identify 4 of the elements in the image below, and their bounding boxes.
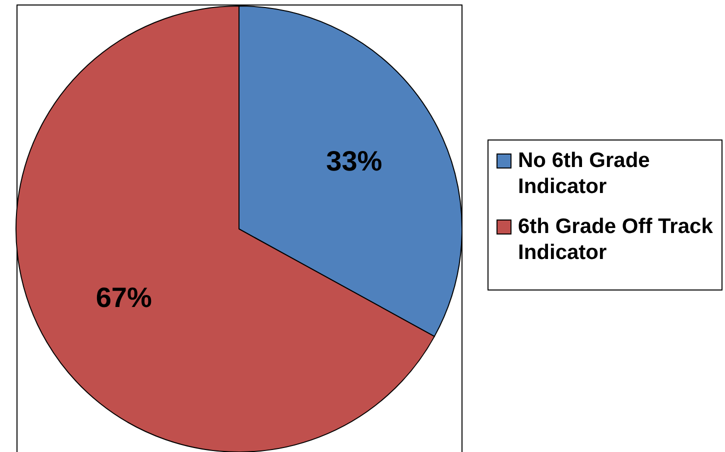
data-label: 67%: [96, 282, 152, 313]
legend-label: No 6th Grade Indicator: [518, 149, 650, 198]
legend-label: 6th Grade Off Track Indicator: [518, 215, 714, 264]
data-label: 33%: [326, 146, 382, 177]
